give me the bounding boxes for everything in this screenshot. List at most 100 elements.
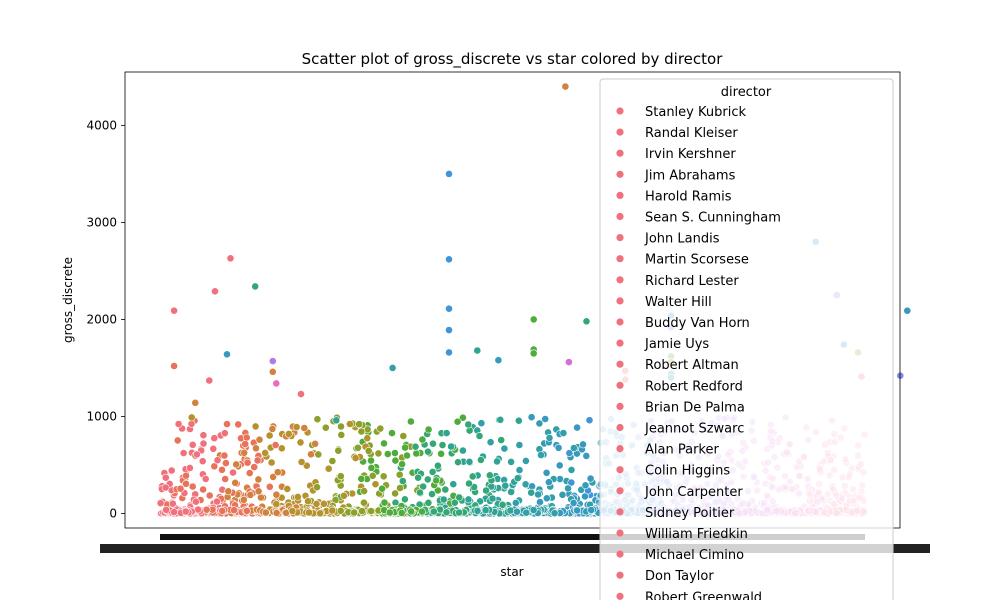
data-point xyxy=(458,413,467,422)
legend-title: director xyxy=(721,85,772,100)
data-point-outlier xyxy=(903,306,912,315)
data-point xyxy=(297,458,306,466)
data-point xyxy=(441,485,450,494)
data-point xyxy=(312,499,321,508)
data-point xyxy=(385,508,394,517)
data-point xyxy=(581,481,590,490)
data-point xyxy=(242,433,251,442)
data-point xyxy=(447,442,455,451)
data-point xyxy=(570,444,578,452)
data-point xyxy=(337,422,345,431)
plot-border xyxy=(124,71,901,529)
legend-entry-label: Stanley Kubrick xyxy=(645,105,746,120)
data-point xyxy=(482,486,490,495)
data-point xyxy=(473,506,482,515)
data-point-outlier xyxy=(582,317,591,326)
legend-entry-label: Buddy Van Horn xyxy=(645,316,750,331)
data-point xyxy=(296,438,305,447)
data-point xyxy=(354,443,362,452)
data-point xyxy=(221,475,230,483)
data-point xyxy=(429,439,437,448)
data-point xyxy=(465,457,474,466)
data-point xyxy=(304,497,312,506)
legend-entry-label: Colin Higgins xyxy=(645,464,730,479)
data-point-outlier xyxy=(191,398,200,407)
data-point xyxy=(254,475,263,484)
legend-entry-label: Brian De Palma xyxy=(645,400,745,415)
data-point xyxy=(239,495,248,504)
data-point xyxy=(213,497,221,506)
data-point-outlier xyxy=(445,304,453,313)
data-point xyxy=(202,505,211,514)
data-point xyxy=(564,484,572,493)
data-point-outlier xyxy=(565,358,573,366)
data-point xyxy=(210,462,219,471)
legend-entry-label: Martin Scorsese xyxy=(645,253,749,268)
data-point xyxy=(265,431,274,440)
data-point xyxy=(515,466,524,474)
data-point xyxy=(465,479,473,488)
data-point-outlier xyxy=(268,367,277,376)
data-point xyxy=(424,498,433,507)
data-point xyxy=(223,420,231,428)
data-point xyxy=(246,490,255,499)
data-point-outlier xyxy=(494,356,503,365)
data-point xyxy=(513,507,521,516)
data-point xyxy=(288,507,297,515)
data-point xyxy=(277,444,286,453)
data-point xyxy=(283,484,292,493)
chart-title: Scatter plot of gross_discrete vs star c… xyxy=(302,50,724,69)
data-point-outlier xyxy=(226,254,235,263)
data-point xyxy=(442,429,451,437)
data-point xyxy=(438,441,447,449)
data-point xyxy=(545,478,553,487)
data-point xyxy=(242,506,251,515)
data-point xyxy=(437,449,445,458)
data-point xyxy=(334,446,343,455)
data-point xyxy=(432,476,440,485)
legend-entry-label: Richard Lester xyxy=(645,274,739,289)
data-point xyxy=(398,460,406,469)
data-point xyxy=(182,471,190,480)
data-point xyxy=(363,434,372,443)
legend-entries: Stanley Kubrick Randal Kleiser Irvin Kersh… xyxy=(616,105,781,600)
data-point xyxy=(424,447,432,456)
data-point xyxy=(162,505,170,514)
data-point xyxy=(458,446,467,455)
legend-entry-label: Robert Greenwald xyxy=(645,590,762,600)
data-point-outlier xyxy=(529,349,538,358)
data-point xyxy=(316,509,324,518)
legend-entry-label: Irvin Kershner xyxy=(645,147,736,162)
data-point xyxy=(284,429,293,438)
data-point xyxy=(401,443,409,452)
data-point xyxy=(358,507,366,515)
data-point xyxy=(428,467,437,476)
x-axis-label: star xyxy=(500,565,523,579)
data-point xyxy=(542,494,551,503)
data-point xyxy=(496,415,505,424)
data-point xyxy=(292,423,301,431)
legend-marker xyxy=(616,381,624,389)
data-point xyxy=(188,482,197,491)
legend-marker xyxy=(616,466,624,474)
data-point xyxy=(439,495,448,504)
legend-entry-label: Jamie Uys xyxy=(644,337,709,352)
data-point xyxy=(230,506,238,515)
data-point xyxy=(493,457,501,466)
legend-entry-label: Michael Cimino xyxy=(645,548,744,563)
legend-marker xyxy=(616,571,624,579)
legend-entry-label: Jeannot Szwarc xyxy=(644,422,744,437)
data-point xyxy=(241,440,250,448)
data-point xyxy=(339,491,348,500)
data-point xyxy=(380,439,388,448)
data-point xyxy=(187,419,196,428)
data-point xyxy=(201,474,210,483)
data-point xyxy=(272,500,281,509)
data-point xyxy=(350,508,359,517)
data-point-outlier xyxy=(473,346,482,355)
data-point xyxy=(220,451,229,460)
legend-entry-label: Sidney Poitier xyxy=(645,506,735,521)
data-point xyxy=(511,498,520,507)
data-point xyxy=(515,441,524,449)
data-point xyxy=(453,417,462,426)
